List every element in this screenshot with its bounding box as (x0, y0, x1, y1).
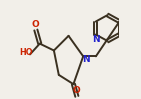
Text: O: O (73, 87, 81, 95)
Text: N: N (92, 35, 100, 44)
Text: O: O (31, 20, 39, 29)
Text: N: N (82, 55, 89, 64)
Text: HO: HO (19, 48, 32, 57)
